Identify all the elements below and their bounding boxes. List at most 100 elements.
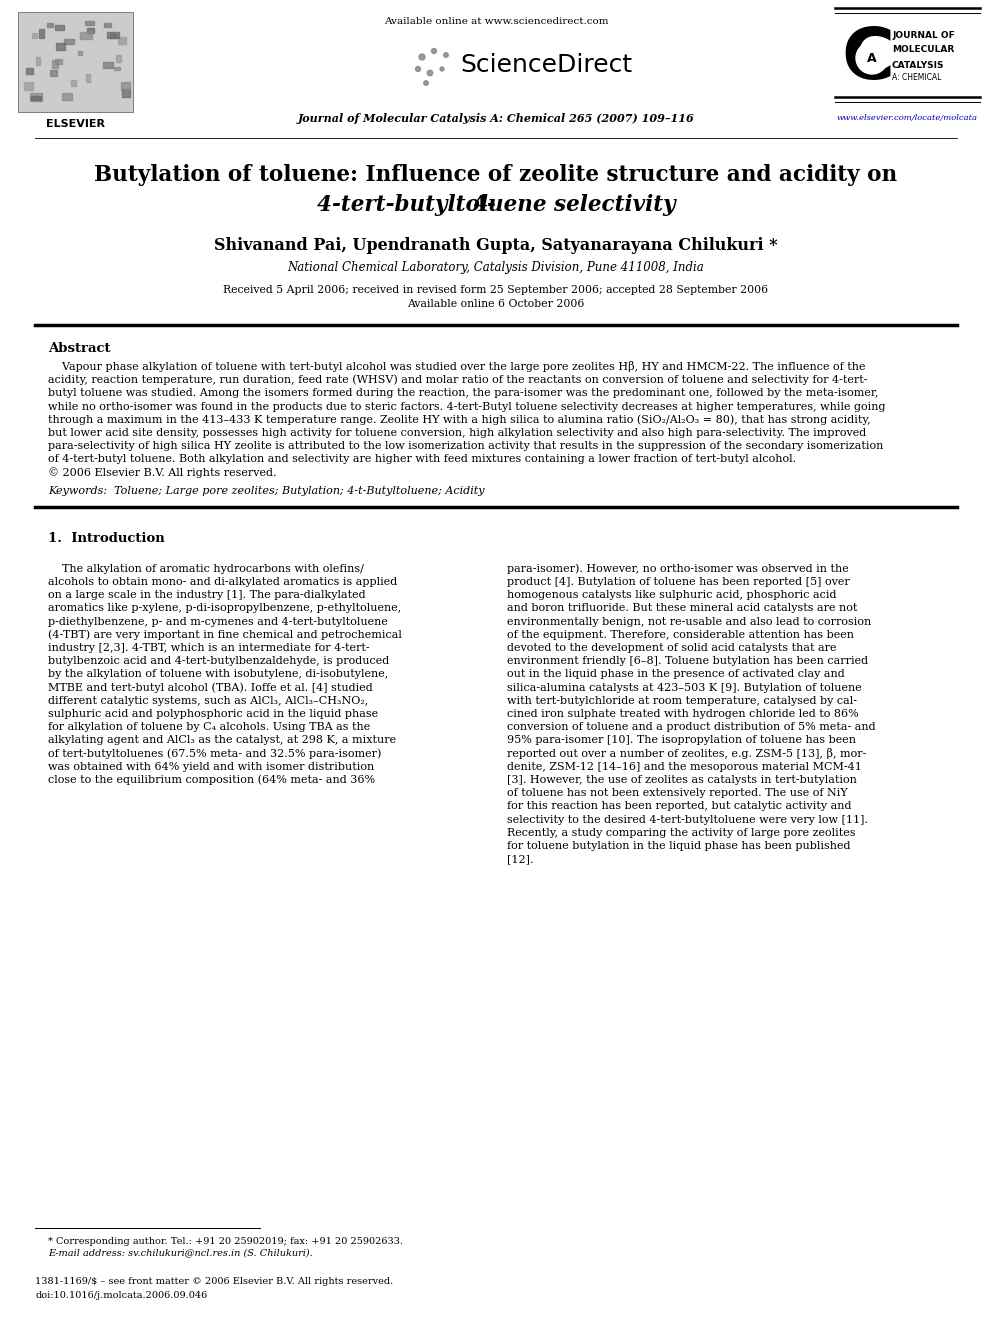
Text: but lower acid site density, possesses high activity for toluene conversion, hig: but lower acid site density, possesses h… (48, 429, 866, 438)
Bar (107, 32, 118, 38)
Text: different catalytic systems, such as AlCl₃, AlCl₃–CH₃NO₂,: different catalytic systems, such as AlC… (48, 696, 368, 705)
Text: A: CHEMICAL: A: CHEMICAL (892, 74, 941, 82)
Text: conversion of toluene and a product distribution of 5% meta- and: conversion of toluene and a product dist… (507, 722, 876, 732)
Text: Available online at www.sciencedirect.com: Available online at www.sciencedirect.co… (384, 17, 608, 26)
Text: p-diethylbenzene, p- and m-cymenes and 4-tert-butyltoluene: p-diethylbenzene, p- and m-cymenes and 4… (48, 617, 388, 627)
Text: Vapour phase alkylation of toluene with tert-butyl alcohol was studied over the : Vapour phase alkylation of toluene with … (48, 361, 865, 373)
Bar (110, 34, 116, 38)
Text: on a large scale in the industry [1]. The para-dialkylated: on a large scale in the industry [1]. Th… (48, 590, 366, 601)
Text: 4-​tert​-butyltoluene selectivity: 4-​tert​-butyltoluene selectivity (316, 194, 676, 216)
Bar (55, 25, 64, 30)
Bar (78, 52, 82, 54)
Text: para-selectivity of high silica HY zeolite is attributed to the low isomerizatio: para-selectivity of high silica HY zeoli… (48, 441, 883, 451)
Text: selectivity to the desired 4-tert-butyltoluene were very low [11].: selectivity to the desired 4-tert-butylt… (507, 815, 868, 824)
Circle shape (440, 67, 444, 71)
Text: MTBE and tert-butyl alcohol (TBA). Ioffe et al. [4] studied: MTBE and tert-butyl alcohol (TBA). Ioffe… (48, 683, 373, 693)
Text: Butylation of toluene: Influence of zeolite structure and acidity on: Butylation of toluene: Influence of zeol… (94, 164, 898, 187)
Text: reported out over a number of zeolites, e.g. ZSM-5 [13], β, mor-: reported out over a number of zeolites, … (507, 747, 866, 759)
Text: Recently, a study comparing the activity of large pore zeolites: Recently, a study comparing the activity… (507, 828, 855, 837)
Text: 4-: 4- (472, 194, 496, 216)
Text: of tert-butyltoluenes (67.5% meta- and 32.5% para-isomer): of tert-butyltoluenes (67.5% meta- and 3… (48, 749, 381, 759)
Bar (103, 62, 113, 67)
Text: homogenous catalysts like sulphuric acid, phosphoric acid: homogenous catalysts like sulphuric acid… (507, 590, 836, 601)
Text: of the equipment. Therefore, considerable attention has been: of the equipment. Therefore, considerabl… (507, 630, 854, 640)
Text: butyl toluene was studied. Among the isomers formed during the reaction, the par: butyl toluene was studied. Among the iso… (48, 389, 879, 398)
Text: 95% para-isomer [10]. The isopropylation of toluene has been: 95% para-isomer [10]. The isopropylation… (507, 736, 856, 745)
Text: aromatics like p-xylene, p-di-isopropylbenzene, p-ethyltoluene,: aromatics like p-xylene, p-di-isopropylb… (48, 603, 401, 614)
Text: with tert-butylchloride at room temperature, catalysed by cal-: with tert-butylchloride at room temperat… (507, 696, 857, 705)
Text: Shivanand Pai, Upendranath Gupta, Satyanarayana Chilukuri *: Shivanand Pai, Upendranath Gupta, Satyan… (214, 237, 778, 254)
Bar (53, 61, 58, 69)
Text: sulphuric acid and polyphosphoric acid in the liquid phase: sulphuric acid and polyphosphoric acid i… (48, 709, 378, 718)
Bar (36, 57, 40, 65)
Bar (27, 67, 33, 74)
Text: Received 5 April 2006; received in revised form 25 September 2006; accepted 28 S: Received 5 April 2006; received in revis… (223, 284, 769, 295)
Text: acidity, reaction temperature, run duration, feed rate (WHSV) and molar ratio of: acidity, reaction temperature, run durat… (48, 374, 867, 385)
Bar (70, 79, 76, 86)
Circle shape (856, 42, 888, 74)
Text: for this reaction has been reported, but catalytic activity and: for this reaction has been reported, but… (507, 802, 851, 811)
Text: Keywords:  Toluene; Large pore zeolites; Butylation; 4-t-Butyltoluene; Acidity: Keywords: Toluene; Large pore zeolites; … (48, 486, 484, 496)
Circle shape (419, 54, 425, 60)
Bar (104, 22, 111, 26)
Text: 1381-1169/$ – see front matter © 2006 Elsevier B.V. All rights reserved.: 1381-1169/$ – see front matter © 2006 El… (35, 1278, 393, 1286)
Text: devoted to the development of solid acid catalysts that are: devoted to the development of solid acid… (507, 643, 836, 654)
Text: JOURNAL OF: JOURNAL OF (892, 30, 954, 40)
Text: National Chemical Laboratory, Catalysis Division, Pune 411008, India: National Chemical Laboratory, Catalysis … (288, 262, 704, 274)
Text: 1.  Introduction: 1. Introduction (48, 532, 165, 545)
Bar (31, 97, 41, 101)
Text: alkylating agent and AlCl₃ as the catalyst, at 298 K, a mixture: alkylating agent and AlCl₃ as the cataly… (48, 736, 396, 745)
Text: environmentally benign, not re-usable and also lead to corrosion: environmentally benign, not re-usable an… (507, 617, 871, 627)
Text: The alkylation of aromatic hydrocarbons with olefins/: The alkylation of aromatic hydrocarbons … (48, 564, 364, 574)
Bar (86, 74, 90, 82)
Text: www.elsevier.com/locate/molcata: www.elsevier.com/locate/molcata (836, 114, 977, 122)
Text: product [4]. Butylation of toluene has been reported [5] over: product [4]. Butylation of toluene has b… (507, 577, 850, 587)
Text: close to the equilibrium composition (64% meta- and 36%: close to the equilibrium composition (64… (48, 775, 375, 786)
Text: for toluene butylation in the liquid phase has been published: for toluene butylation in the liquid pha… (507, 841, 850, 851)
Text: ELSEVIER: ELSEVIER (46, 119, 105, 130)
Text: doi:10.1016/j.molcata.2006.09.046: doi:10.1016/j.molcata.2006.09.046 (35, 1291, 207, 1301)
Circle shape (424, 81, 429, 85)
Bar (114, 67, 120, 70)
Bar (18, 12, 133, 112)
Text: butylbenzoic acid and 4-tert-butylbenzaldehyde, is produced: butylbenzoic acid and 4-tert-butylbenzal… (48, 656, 389, 667)
Text: was obtained with 64% yield and with isomer distribution: was obtained with 64% yield and with iso… (48, 762, 374, 771)
Text: [3]. However, the use of zeolites as catalysts in tert-butylation: [3]. However, the use of zeolites as cat… (507, 775, 857, 785)
Text: environment friendly [6–8]. Toluene butylation has been carried: environment friendly [6–8]. Toluene buty… (507, 656, 868, 667)
Text: Abstract: Abstract (48, 341, 110, 355)
Text: ScienceDirect: ScienceDirect (460, 53, 632, 77)
Text: CATALYSIS: CATALYSIS (892, 61, 944, 70)
Bar (40, 29, 44, 37)
Text: [12].: [12]. (507, 855, 534, 864)
Text: and boron trifluoride. But these mineral acid catalysts are not: and boron trifluoride. But these mineral… (507, 603, 857, 614)
Bar (85, 21, 94, 25)
Bar (47, 24, 54, 28)
Bar (63, 38, 74, 44)
Bar (51, 70, 57, 77)
Text: C: C (841, 25, 895, 94)
Text: by the alkylation of toluene with isobutylene, di-isobutylene,: by the alkylation of toluene with isobut… (48, 669, 388, 680)
Text: © 2006 Elsevier B.V. All rights reserved.: © 2006 Elsevier B.V. All rights reserved… (48, 467, 277, 478)
Text: while no ortho-isomer was found in the products due to steric factors. 4-tert-Bu: while no ortho-isomer was found in the p… (48, 402, 886, 411)
Text: alcohols to obtain mono- and di-alkylated aromatics is applied: alcohols to obtain mono- and di-alkylate… (48, 577, 397, 587)
Bar (118, 37, 126, 45)
Bar (62, 93, 72, 99)
Text: A: A (867, 52, 877, 65)
Bar (24, 82, 34, 90)
Circle shape (443, 53, 448, 57)
Circle shape (432, 49, 436, 53)
Text: industry [2,3]. 4-TBT, which is an intermediate for 4-tert-: industry [2,3]. 4-TBT, which is an inter… (48, 643, 370, 654)
Bar (56, 44, 65, 50)
Text: * Corresponding author. Tel.: +91 20 25902019; fax: +91 20 25902633.: * Corresponding author. Tel.: +91 20 259… (48, 1237, 403, 1245)
Text: Journal of Molecular Catalysis A: Chemical 265 (2007) 109–116: Journal of Molecular Catalysis A: Chemic… (298, 112, 694, 123)
Text: of 4-tert-butyl toluene. Both alkylation and selectivity are higher with feed mi: of 4-tert-butyl toluene. Both alkylation… (48, 454, 797, 464)
Bar (116, 54, 121, 62)
Text: MOLECULAR: MOLECULAR (892, 45, 954, 54)
Bar (121, 82, 130, 90)
Circle shape (428, 70, 433, 75)
Bar (87, 28, 93, 33)
Text: E-mail address: sv.chilukuri@ncl.res.in (S. Chilukuri).: E-mail address: sv.chilukuri@ncl.res.in … (48, 1249, 312, 1257)
Bar (30, 93, 42, 101)
Text: through a maximum in the 413–433 K temperature range. Zeolite HY with a high sil: through a maximum in the 413–433 K tempe… (48, 414, 871, 425)
Bar (55, 60, 62, 64)
